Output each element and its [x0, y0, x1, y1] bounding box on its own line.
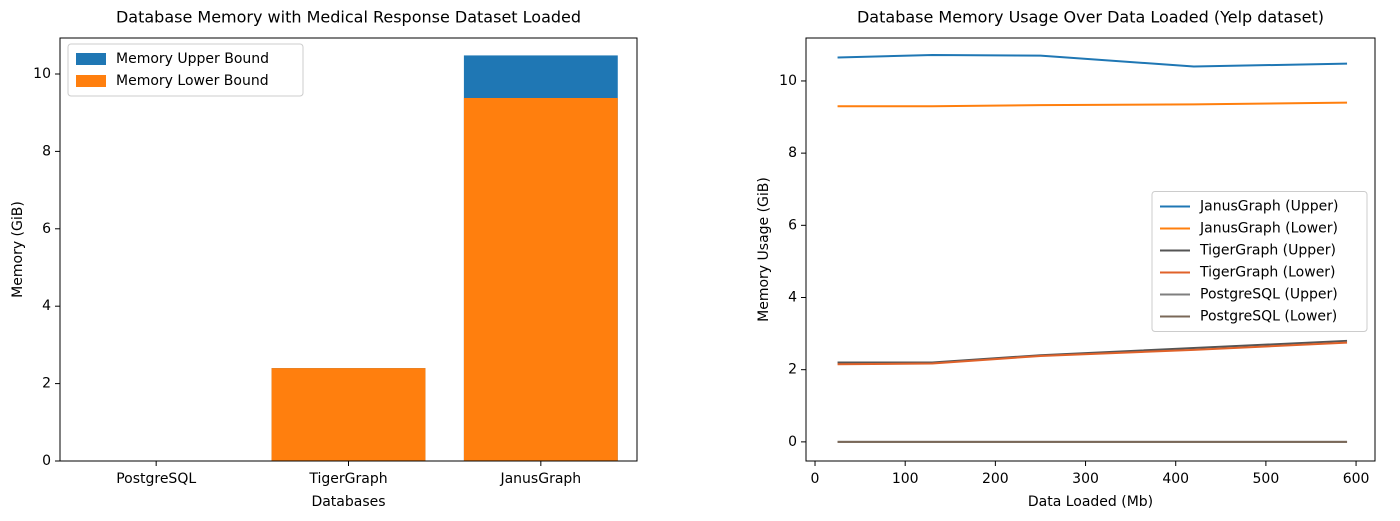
legend-label: TigerGraph (Upper) — [1199, 243, 1336, 259]
line — [837, 341, 1348, 366]
line — [837, 101, 1348, 108]
line — [837, 339, 1348, 364]
y-tick-label: 2 — [42, 376, 51, 392]
x-tick-label: 0 — [811, 471, 820, 487]
x-axis-label: Data Loaded (Mb) — [1028, 494, 1153, 510]
y-tick-label: 6 — [42, 221, 51, 237]
axes-frame — [59, 37, 638, 462]
y-tick-label: 10 — [33, 66, 51, 82]
line — [837, 53, 1348, 68]
x-tick-label: 100 — [892, 471, 919, 487]
y-axis-label: Memory Usage (GiB) — [756, 177, 772, 322]
x-tick-label: 200 — [982, 471, 1009, 487]
x-tick-label: PostgreSQL — [116, 471, 196, 487]
legend-box — [1151, 191, 1368, 332]
x-tick-label: TigerGraph — [308, 471, 387, 487]
legend-label: TigerGraph (Lower) — [1199, 265, 1336, 281]
bar — [271, 368, 426, 461]
y-tick-label: 2 — [788, 362, 797, 378]
bar — [463, 97, 618, 462]
y-tick-label: 0 — [788, 434, 797, 450]
legend-label: JanusGraph (Upper) — [1199, 199, 1338, 215]
legend-swatch — [76, 53, 106, 65]
y-tick-label: 8 — [42, 143, 51, 159]
x-tick-label: 500 — [1253, 471, 1280, 487]
y-tick-label: 4 — [788, 290, 797, 306]
x-tick-label: 400 — [1162, 471, 1189, 487]
x-tick-label: JanusGraph — [499, 471, 581, 487]
legend-label: Memory Upper Bound — [116, 51, 269, 67]
legend-label: JanusGraph (Lower) — [1199, 221, 1338, 237]
chart-title: Database Memory with Medical Response Da… — [116, 8, 581, 27]
y-tick-label: 4 — [42, 298, 51, 314]
y-tick-label: 8 — [788, 145, 797, 161]
x-axis-label: Databases — [311, 494, 385, 510]
y-tick-label: 0 — [42, 453, 51, 469]
legend-label: PostgreSQL (Lower) — [1200, 309, 1337, 325]
legend-swatch — [76, 75, 106, 87]
y-tick-label: 6 — [788, 217, 797, 233]
axes-frame — [805, 37, 1376, 462]
chart: Database Memory with Medical Response Da… — [10, 8, 638, 510]
x-tick-label: 600 — [1343, 471, 1370, 487]
chart: Database Memory Usage Over Data Loaded (… — [756, 8, 1376, 510]
legend-box — [67, 43, 304, 97]
legend-label: Memory Lower Bound — [116, 73, 269, 89]
x-tick-label: 300 — [1072, 471, 1099, 487]
y-tick-label: 10 — [779, 73, 797, 89]
legend-label: PostgreSQL (Upper) — [1200, 287, 1338, 303]
y-axis-label: Memory (GiB) — [10, 201, 26, 298]
chart-title: Database Memory Usage Over Data Loaded (… — [857, 8, 1324, 27]
